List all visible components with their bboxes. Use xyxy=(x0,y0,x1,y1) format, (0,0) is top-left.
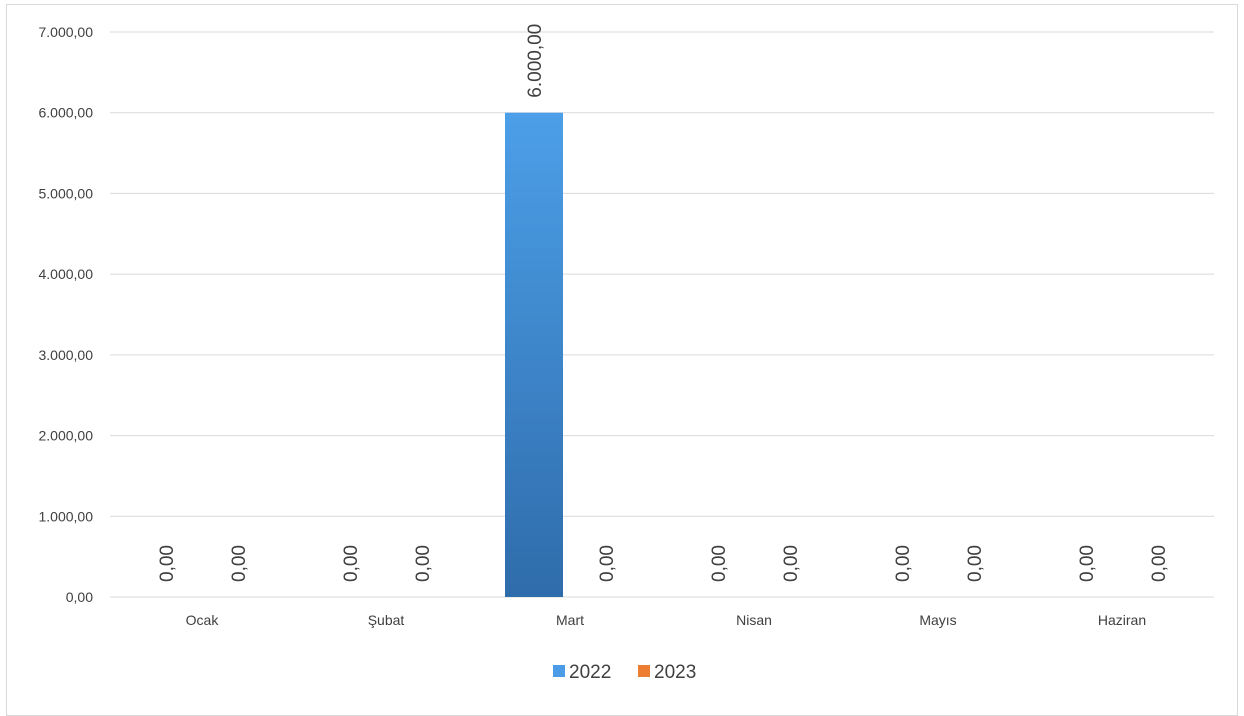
y-tick-label: 3.000,00 xyxy=(39,347,94,363)
y-tick-label: 5.000,00 xyxy=(39,185,94,201)
data-label: 6.000,00 xyxy=(525,24,546,98)
data-label: 0,00 xyxy=(893,545,914,582)
legend-label: 2023 xyxy=(654,662,696,683)
data-label: 0,00 xyxy=(965,545,986,582)
legend-swatch-2022 xyxy=(553,665,565,677)
legend-swatch-2023 xyxy=(638,665,650,677)
y-tick-label: 7.000,00 xyxy=(39,24,94,40)
data-label: 0,00 xyxy=(709,545,730,582)
y-tick-label: 2.000,00 xyxy=(39,428,94,444)
gridlines xyxy=(110,31,1214,598)
y-tick-label: 4.000,00 xyxy=(39,266,94,282)
data-label: 0,00 xyxy=(413,545,434,582)
x-tick-label: Mart xyxy=(556,612,584,628)
legend-label: 2022 xyxy=(569,662,611,683)
data-label: 0,00 xyxy=(157,545,178,582)
bar-2022-Mart xyxy=(505,112,563,597)
x-tick-label: Nisan xyxy=(736,612,772,628)
data-label: 0,00 xyxy=(1149,545,1170,582)
x-tick-label: Şubat xyxy=(368,612,405,628)
data-label: 0,00 xyxy=(597,545,618,582)
legend: 2022 2023 xyxy=(553,662,696,683)
x-axis-ticks: Ocak Şubat Mart Nisan Mayıs Haziran xyxy=(186,612,1146,628)
bars xyxy=(505,112,563,597)
data-label: 0,00 xyxy=(341,545,362,582)
data-label: 0,00 xyxy=(229,545,250,582)
y-tick-label: 1.000,00 xyxy=(39,508,94,524)
data-label: 0,00 xyxy=(1077,545,1098,582)
x-tick-label: Haziran xyxy=(1098,612,1146,628)
y-axis-ticks: 0,00 1.000,00 2.000,00 3.000,00 4.000,00 5.00… xyxy=(39,24,94,605)
y-tick-label: 0,00 xyxy=(66,589,93,605)
data-label: 0,00 xyxy=(781,545,802,582)
x-tick-label: Mayıs xyxy=(919,612,956,628)
x-tick-label: Ocak xyxy=(186,612,220,628)
y-tick-label: 6.000,00 xyxy=(39,105,94,121)
data-labels: 0,00 0,00 0,00 0,00 6.000,00 0,00 0,00 0,00 0,00… xyxy=(157,24,1170,582)
